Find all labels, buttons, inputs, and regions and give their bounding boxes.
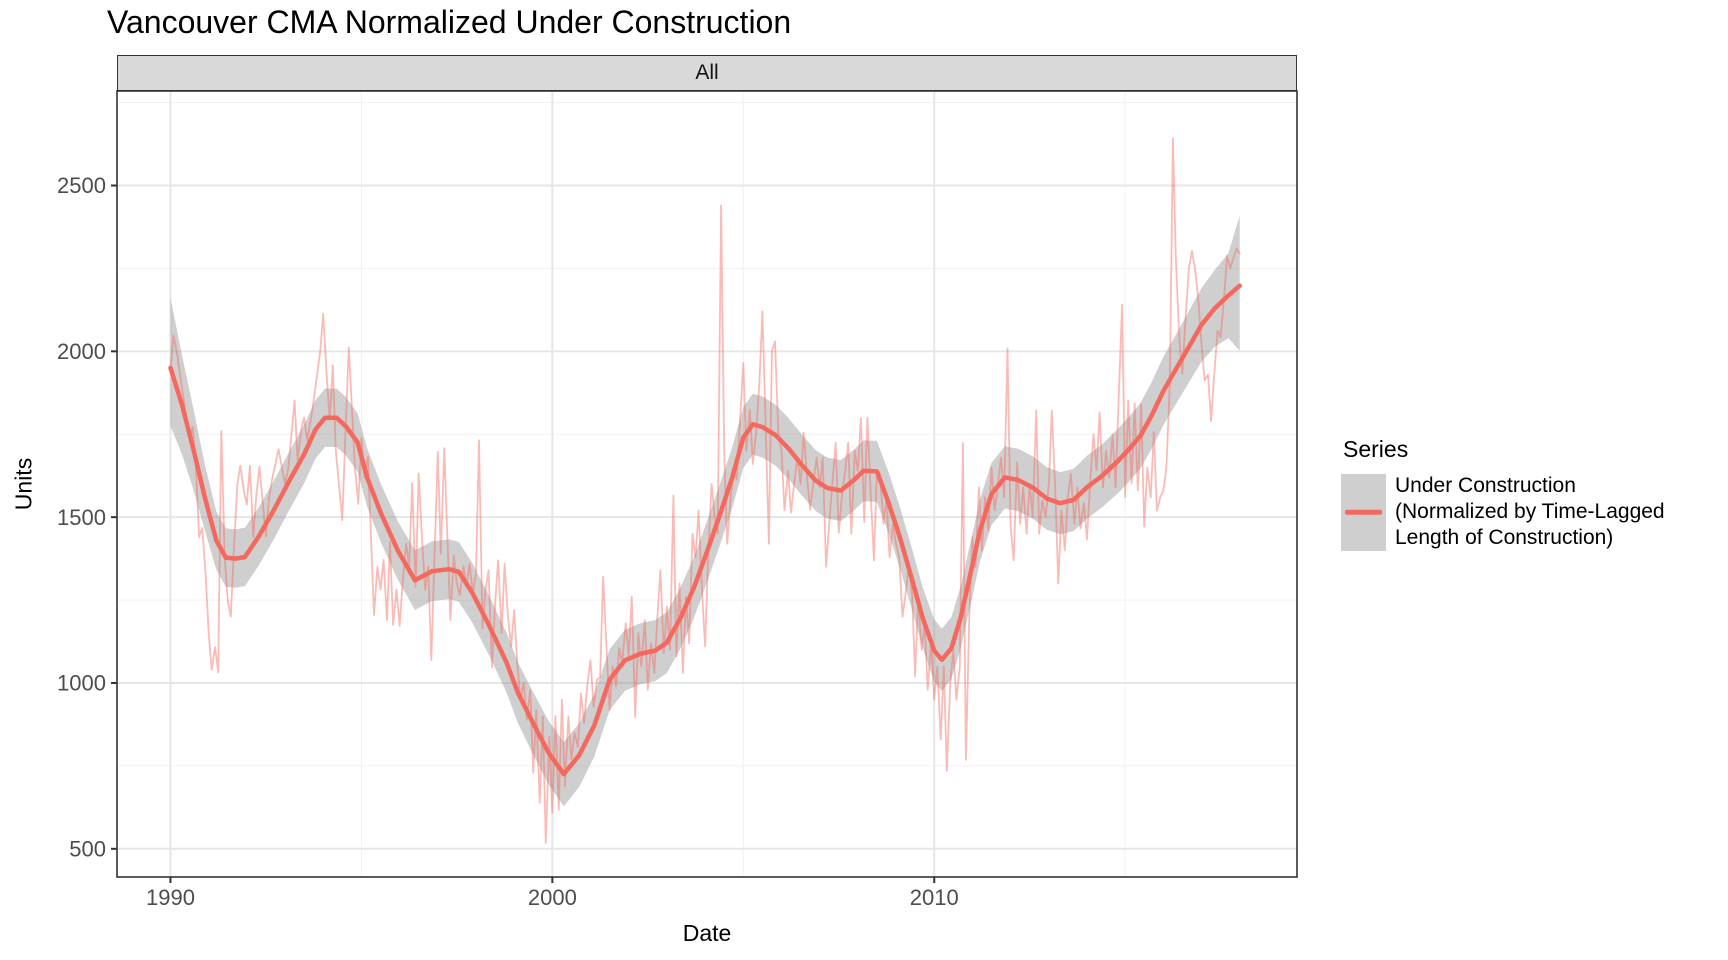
major-gridlines <box>117 91 1297 877</box>
legend-key-swatch <box>1341 473 1386 551</box>
x-axis-tick-labels: 1990 2000 2010 <box>146 885 959 910</box>
y-axis-tick-labels: 500 1000 1500 2000 2500 <box>57 173 106 861</box>
confidence-ribbon <box>170 216 1240 807</box>
y-tick-label: 1500 <box>57 505 106 530</box>
smoothed-series-line <box>168 283 1242 777</box>
y-axis-title: Units <box>10 457 37 511</box>
facet-strip-label: All <box>695 61 719 84</box>
legend: Series Under Construction (Normalized by… <box>1341 436 1701 551</box>
x-tick-label: 2000 <box>528 885 577 910</box>
panel-border <box>116 90 1298 878</box>
x-tick-label: 1990 <box>146 885 195 910</box>
axis-tick-marks <box>111 184 936 883</box>
raw-series-line <box>169 137 1241 844</box>
legend-key-line-icon <box>1345 509 1382 515</box>
y-tick-label: 2000 <box>57 339 106 364</box>
y-tick-label: 500 <box>69 837 106 862</box>
chart-title: Vancouver CMA Normalized Under Construct… <box>107 4 792 40</box>
legend-title: Series <box>1343 436 1409 462</box>
legend-entry-label: Under Construction (Normalized by Time-L… <box>1395 474 1665 549</box>
legend-entry: Under Construction (Normalized by Time-L… <box>1341 473 1701 551</box>
x-axis-title: Date <box>682 920 732 946</box>
x-tick-label: 2010 <box>910 885 959 910</box>
y-tick-label: 2500 <box>57 173 106 198</box>
y-tick-label: 1000 <box>57 671 106 696</box>
facet-strip: All <box>117 55 1297 91</box>
